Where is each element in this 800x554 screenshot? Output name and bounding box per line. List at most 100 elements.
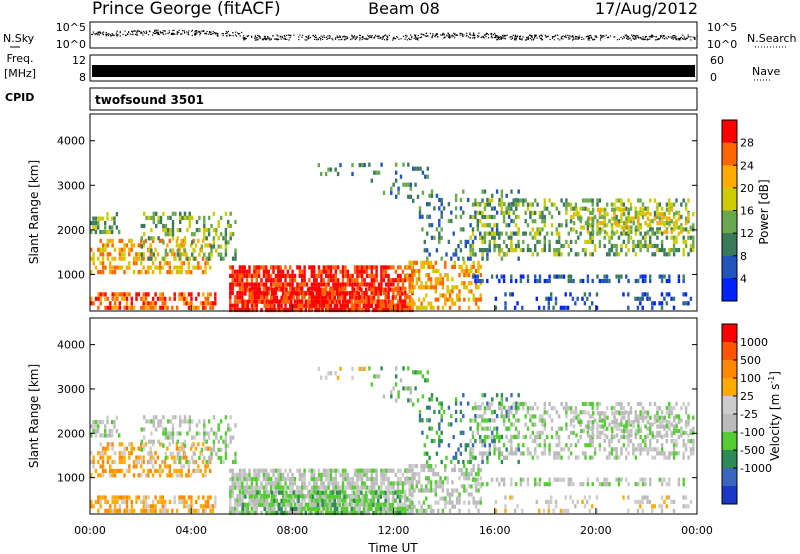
power-cell: [488, 243, 491, 249]
power-cell: [500, 274, 503, 279]
velocity-cell: [99, 442, 102, 447]
power-cell: [356, 282, 359, 287]
power-cell: [128, 265, 131, 270]
power-cell: [325, 269, 328, 274]
power-cell: [656, 243, 659, 249]
power-cell: [531, 227, 534, 232]
power-cell: [203, 252, 206, 257]
nsky-point: [482, 35, 484, 38]
power-cell: [279, 265, 282, 270]
velocity-cell: [204, 468, 207, 473]
power-cell: [401, 278, 405, 283]
velocity-cell: [171, 427, 175, 432]
power-cell: [519, 278, 523, 284]
velocity-cell: [291, 481, 294, 486]
power-cell: [128, 292, 131, 297]
velocity-cell: [229, 494, 232, 499]
power-cell: [356, 290, 359, 296]
power-cell: [368, 162, 371, 167]
nsky-point: [268, 38, 270, 40]
power-cell: [380, 265, 383, 270]
velocity-cell: [203, 419, 206, 424]
nsky-point: [354, 38, 356, 41]
nsky-point: [684, 38, 686, 40]
power-cell: [398, 295, 402, 300]
velocity-cell: [289, 481, 292, 486]
velocity-cell: [210, 455, 213, 460]
power-cell: [413, 260, 416, 265]
power-cell: [321, 287, 324, 292]
velocity-cell: [404, 468, 407, 473]
power-cell: [479, 219, 482, 224]
power-cell: [656, 212, 659, 217]
nsky-point: [467, 36, 470, 38]
velocity-cell: [361, 468, 364, 473]
velocity-cell: [309, 494, 312, 499]
power-cell: [130, 301, 133, 306]
nsky-point: [213, 32, 215, 34]
power-cell: [682, 292, 685, 297]
nsky-point: [306, 39, 308, 41]
velocity-cell: [320, 498, 323, 503]
power-cell: [257, 290, 261, 296]
power-cell: [565, 219, 568, 224]
nsky-point: [374, 36, 376, 38]
velocity-cell: [320, 485, 323, 490]
power-cell: [649, 223, 652, 228]
power-cell: [458, 305, 461, 310]
velocity-cell: [147, 468, 150, 473]
velocity-cell: [444, 504, 447, 509]
power-cell: [584, 248, 587, 253]
power-cell: [519, 248, 523, 253]
nsky-point: [304, 39, 306, 41]
velocity-cell: [273, 498, 276, 503]
nsky-point: [603, 35, 605, 37]
power-cell: [190, 243, 193, 248]
nsky-point: [283, 38, 285, 40]
velocity-cell: [465, 476, 468, 481]
velocity-cell: [301, 506, 304, 511]
power-cell: [615, 221, 619, 226]
power-cell: [589, 198, 592, 203]
power-cell: [353, 287, 356, 292]
power-cell: [372, 299, 375, 304]
power-cell: [472, 264, 475, 269]
power-cell: [343, 287, 346, 292]
velocity-cell: [413, 464, 416, 469]
power-cell: [402, 182, 405, 187]
power-cell: [375, 269, 378, 274]
power-cell: [142, 265, 145, 270]
power-cell: [495, 227, 499, 232]
power-cell: [396, 307, 399, 313]
power-cell: [437, 297, 440, 302]
velocity-cell: [244, 510, 247, 516]
power-cell: [599, 207, 602, 212]
power-cell: [329, 278, 333, 283]
power-cell: [481, 256, 484, 261]
velocity-cell: [238, 510, 242, 516]
power-cell: [545, 296, 548, 301]
power-cell: [598, 243, 602, 249]
power-cell: [120, 265, 124, 270]
power-cell: [534, 231, 537, 236]
power-cell: [457, 244, 460, 249]
nsky-point: [521, 39, 523, 41]
power-cell: [396, 291, 399, 296]
power-cell: [262, 295, 266, 300]
velocity-cell: [273, 494, 276, 499]
power-cell: [467, 197, 470, 203]
velocity-cell: [219, 419, 223, 424]
power-cell: [598, 239, 602, 244]
power-cell: [164, 223, 167, 229]
velocity-cell: [205, 431, 208, 436]
nsky-point: [651, 35, 653, 37]
power-cell: [154, 305, 157, 310]
power-cell: [543, 223, 546, 228]
velocity-cell: [94, 468, 98, 473]
nsky-point: [592, 39, 594, 41]
velocity-cell: [363, 485, 366, 490]
nsky-point: [622, 38, 624, 40]
velocity-cell: [121, 499, 124, 504]
velocity-cell: [382, 510, 385, 516]
velocity-cell: [206, 499, 210, 504]
